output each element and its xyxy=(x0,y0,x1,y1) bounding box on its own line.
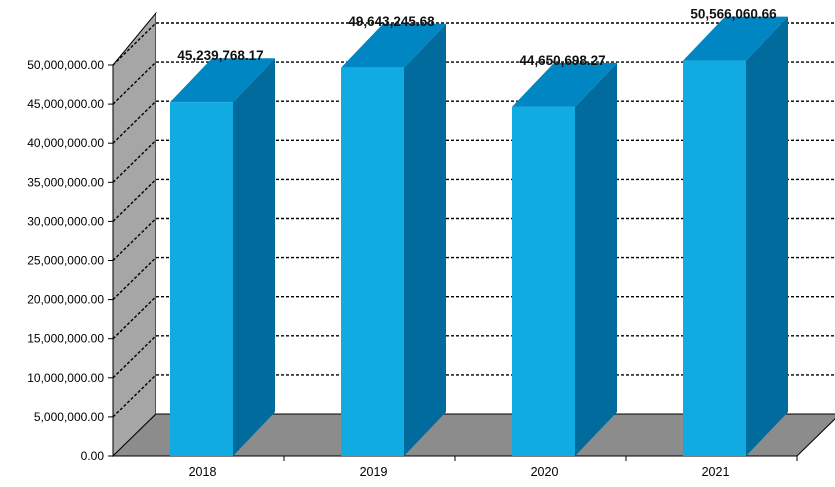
bars xyxy=(170,16,788,457)
y-tick-label: 20,000,000.00 xyxy=(27,293,104,307)
bar-2019 xyxy=(341,23,446,456)
gridline-side xyxy=(112,139,157,183)
x-tick-label: 2020 xyxy=(531,465,559,479)
y-tick-label: 5,000,000.00 xyxy=(34,410,104,424)
bar-side-face xyxy=(404,23,446,456)
y-tick-label: 25,000,000.00 xyxy=(27,254,104,268)
bar-2018 xyxy=(170,58,275,457)
gridline-side xyxy=(112,374,157,418)
x-tick-label: 2019 xyxy=(360,465,388,479)
gridline-side xyxy=(112,61,157,105)
bar-2020 xyxy=(512,62,617,456)
bar-side-face xyxy=(575,62,617,456)
data-label: 49,643,245.68 xyxy=(348,14,435,29)
x-tick-label: 2021 xyxy=(702,465,730,479)
gridline-side xyxy=(112,257,157,301)
bar-front-face xyxy=(512,106,575,456)
bar-front-face xyxy=(341,67,404,456)
y-tick-label: 50,000,000.00 xyxy=(27,58,104,72)
data-label: 50,566,060.66 xyxy=(690,7,777,22)
y-tick-label: 40,000,000.00 xyxy=(27,136,104,150)
bar-top-face xyxy=(512,62,617,107)
y-tick-label: 15,000,000.00 xyxy=(27,332,104,346)
bar-side-face xyxy=(233,58,275,457)
gridline-side xyxy=(112,217,157,262)
gridline-side xyxy=(112,22,157,66)
gridline-side xyxy=(112,178,157,222)
y-tick-label: 0.00 xyxy=(81,449,105,463)
data-label: 45,239,768.17 xyxy=(177,48,263,63)
bar-side-face xyxy=(746,16,788,457)
x-tick-label: 2018 xyxy=(189,465,217,479)
y-tick-label: 30,000,000.00 xyxy=(27,214,104,228)
axes: 0.00 5,000,000.00 10,000,000.00 15,000,000.… xyxy=(27,58,798,479)
y-tick-label: 10,000,000.00 xyxy=(27,371,104,385)
back-wall xyxy=(156,13,835,414)
bar-front-face xyxy=(683,60,746,457)
chart-walls xyxy=(111,11,835,458)
bar-2021 xyxy=(683,16,788,457)
bar-top-face xyxy=(341,23,446,68)
data-labels: 45,239,768.17 49,643,245.68 44,650,698.27 5… xyxy=(177,7,777,68)
bar-front-face xyxy=(170,102,233,457)
bar-top-face xyxy=(683,16,788,61)
gridline-side xyxy=(112,100,157,144)
side-wall xyxy=(112,11,157,458)
y-tick-label: 35,000,000.00 xyxy=(27,175,104,189)
y-tick-label: 45,000,000.00 xyxy=(27,97,104,111)
gridline-side xyxy=(112,335,157,379)
data-label: 44,650,698.27 xyxy=(519,53,605,68)
gridline-side xyxy=(112,296,157,340)
bar-top-face xyxy=(170,58,275,103)
